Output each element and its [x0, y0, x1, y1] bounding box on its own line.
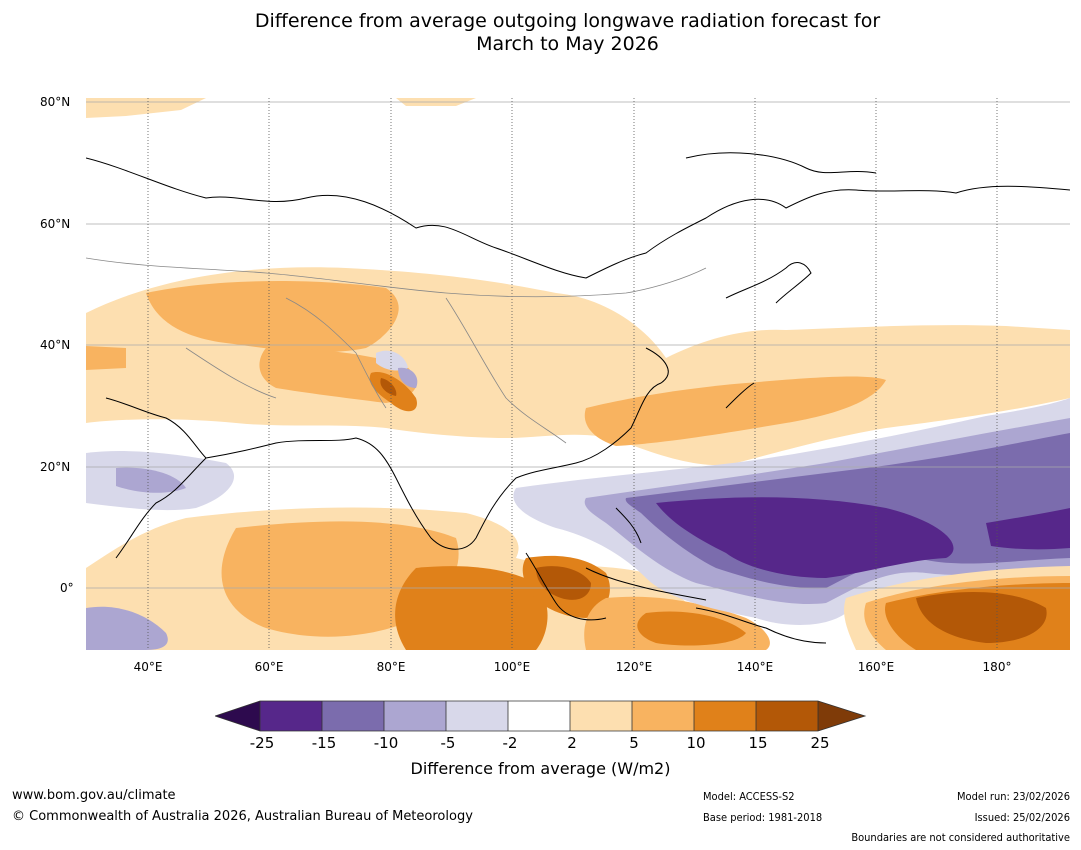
- coastlines: [86, 152, 1070, 644]
- lon-label-120e: 120°E: [615, 660, 653, 674]
- lon-label-100e: 100°E: [493, 660, 531, 674]
- base-period-text: Base period: 1981-2018: [703, 811, 823, 824]
- model-run-text: Model run: 23/02/2026: [957, 790, 1070, 803]
- colorbar-swatch: [260, 701, 322, 731]
- country-boundaries: [86, 257, 707, 444]
- colorbar-swatch: [632, 701, 694, 731]
- colorbar-tick: 5: [629, 734, 639, 752]
- issued-text: Issued: 25/02/2026: [974, 811, 1070, 824]
- colorbar-swatch: [756, 701, 818, 731]
- model-text: Model: ACCESS-S2: [703, 790, 795, 803]
- colorbar-swatch: [384, 701, 446, 731]
- colorbar-swatch: [446, 701, 508, 731]
- colorbar-extend-high: [818, 701, 865, 731]
- lon-label-180: 180°: [982, 660, 1012, 674]
- lon-label-160e: 160°E: [857, 660, 895, 674]
- lat-label-20n: 20°N: [40, 460, 71, 474]
- lat-label-80n: 80°N: [40, 95, 71, 109]
- colorbar-tick: 10: [686, 734, 706, 752]
- copyright-text: © Commonwealth of Australia 2026, Austra…: [12, 809, 473, 824]
- website-link[interactable]: www.bom.gov.au/climate: [12, 788, 176, 803]
- lon-label-80e: 80°E: [376, 660, 406, 674]
- lat-label-60n: 60°N: [40, 217, 71, 231]
- lat-label-40n: 40°N: [40, 338, 71, 352]
- lat-label-0: 0°: [60, 581, 74, 595]
- colorbar-title: Difference from average (W/m2): [410, 759, 671, 778]
- colorbar-tick: -25: [249, 734, 275, 752]
- colorbar-tick: 2: [567, 734, 577, 752]
- map-area: [86, 98, 1070, 650]
- colorbar-tick: -5: [440, 734, 456, 752]
- title-line-2: March to May 2026: [476, 33, 659, 55]
- colorbar-tick: 15: [748, 734, 768, 752]
- colorbar-tick: -2: [502, 734, 518, 752]
- colorbar: [215, 700, 867, 732]
- anomaly-region-arctic: [86, 98, 206, 118]
- colorbar-swatch: [322, 701, 384, 731]
- title-line-1: Difference from average outgoing longwav…: [254, 10, 881, 32]
- lon-label-40e: 40°E: [133, 660, 163, 674]
- map-canvas: [86, 98, 1070, 650]
- colorbar-swatch: [508, 701, 570, 731]
- colorbar-swatch: [570, 701, 632, 731]
- colorbar-tick: -15: [311, 734, 337, 752]
- lon-label-60e: 60°E: [254, 660, 284, 674]
- lon-label-140e: 140°E: [736, 660, 774, 674]
- latitude-gridlines: [86, 101, 1070, 589]
- boundaries-disclaimer: Boundaries are not considered authoritat…: [851, 831, 1070, 844]
- colorbar-extend-low: [215, 701, 260, 731]
- longitude-gridlines: [147, 98, 998, 650]
- colorbar-tick: 25: [810, 734, 830, 752]
- anomaly-region-east-asia: [584, 376, 886, 446]
- colorbar-tick: -10: [373, 734, 399, 752]
- colorbar-swatch: [694, 701, 756, 731]
- chart-title: Difference from average outgoing longwav…: [0, 10, 1081, 56]
